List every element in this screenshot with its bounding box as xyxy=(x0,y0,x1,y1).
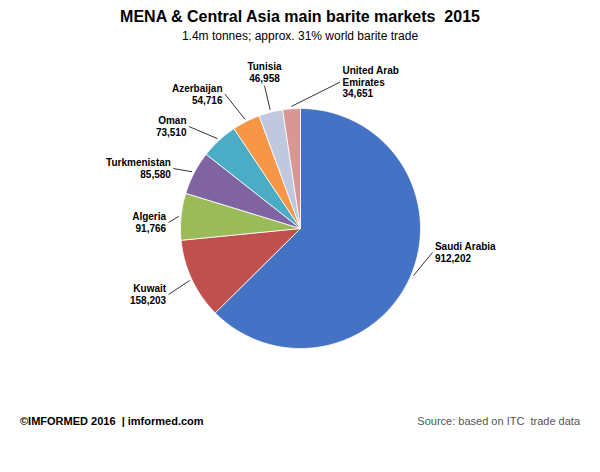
svg-text:Algeria91,766: Algeria91,766 xyxy=(132,211,166,234)
svg-text:United ArabEmirates34,651: United ArabEmirates34,651 xyxy=(343,65,399,99)
svg-text:Kuwait158,203: Kuwait158,203 xyxy=(130,283,167,306)
svg-text:Tunisia46,958: Tunisia46,958 xyxy=(247,61,282,84)
svg-text:Turkmenistan85,580: Turkmenistan85,580 xyxy=(106,157,171,180)
html-text:Source: based on ITC trade dat: Source: based on ITC trade data xyxy=(417,415,580,427)
svg-text:Oman73,510: Oman73,510 xyxy=(156,115,187,137)
html-text:©IMFORMED 2016 | imformed.com: ©IMFORMED 2016 | imformed.com xyxy=(20,415,204,427)
svg-text:Azerbaijan54,716: Azerbaijan54,716 xyxy=(172,83,223,106)
html-text:1.4m tonnes; approx. 31% world: 1.4m tonnes; approx. 31% world barite tr… xyxy=(181,29,419,43)
html-text:MENA & Central Asia main barit: MENA & Central Asia main barite markets … xyxy=(120,8,480,25)
svg-text:Saudi Arabia912,202: Saudi Arabia912,202 xyxy=(435,241,496,264)
